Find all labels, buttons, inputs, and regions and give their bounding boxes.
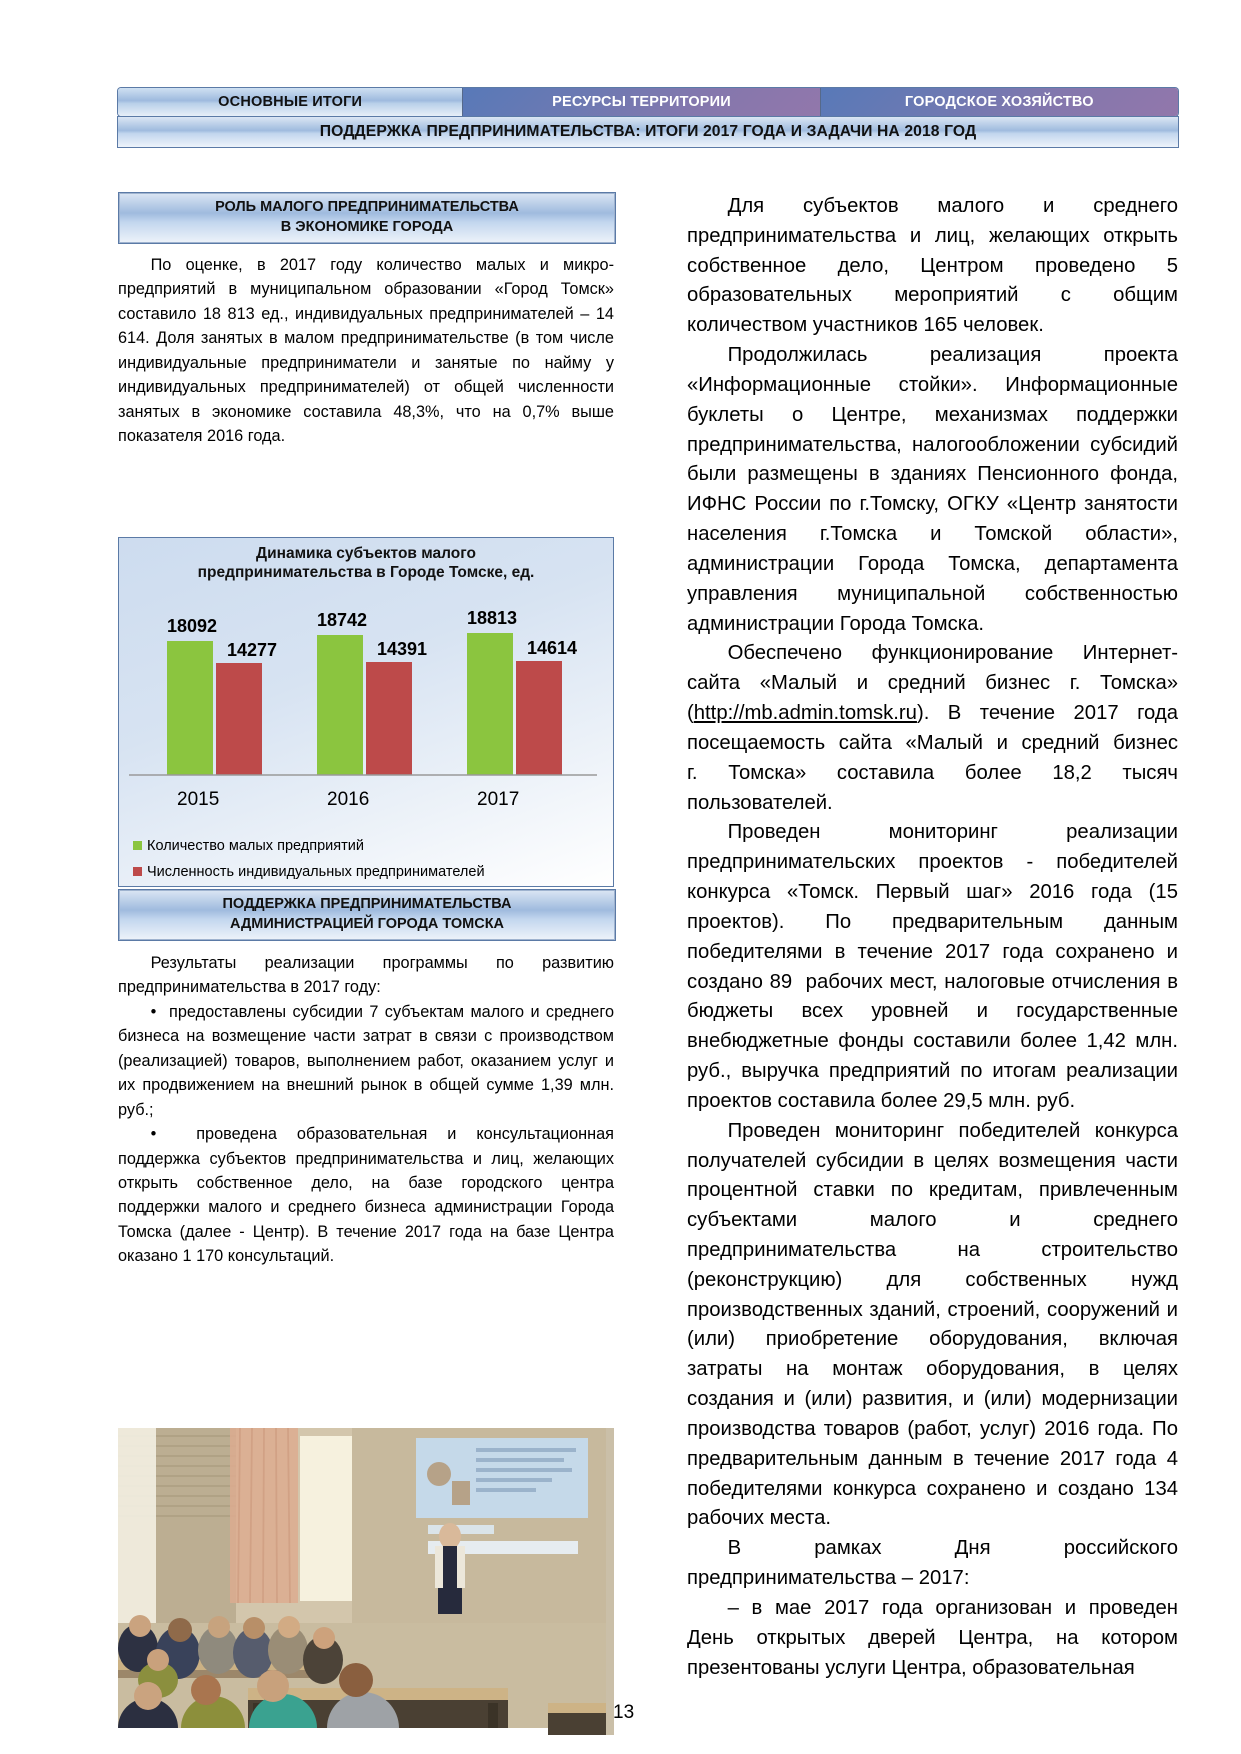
svg-text:2015: 2015: [177, 789, 219, 810]
svg-text:18742: 18742: [317, 610, 367, 630]
svg-text:18813: 18813: [467, 608, 517, 628]
svg-text:18092: 18092: [167, 616, 217, 636]
svg-text:14277: 14277: [227, 640, 277, 660]
svg-text:14391: 14391: [377, 639, 427, 659]
svg-text:2017: 2017: [477, 789, 519, 810]
svg-text:2016: 2016: [327, 789, 369, 810]
svg-text:14614: 14614: [527, 638, 577, 658]
